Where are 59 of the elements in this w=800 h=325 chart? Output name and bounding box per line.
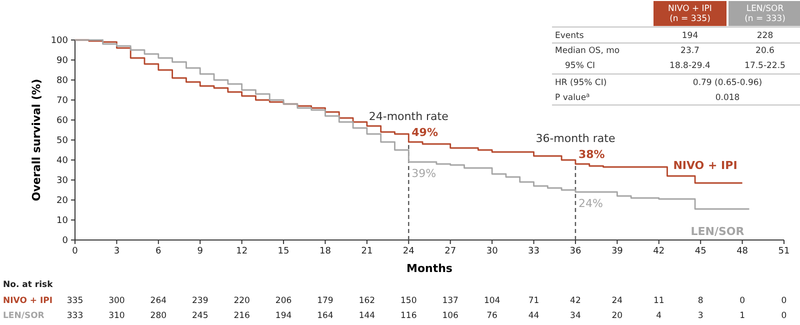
annotation: 18.8-29.4	[670, 61, 710, 71]
x-tick-label: 0	[72, 246, 78, 256]
annotation: 194	[682, 31, 698, 41]
ref-line-label: 24-month rate	[368, 110, 449, 123]
ref-line-label: 36-month rate	[536, 132, 616, 145]
x-tick-label: 39	[611, 246, 624, 256]
x-tick-label: 30	[486, 246, 498, 256]
annotation: 228	[756, 31, 774, 41]
x-axis-title: Months	[406, 262, 453, 275]
text: 333 310 280 245 216 194 164 144 116 106 76 44 34 20 4 3 1 0	[66, 311, 787, 321]
text: No. at risk	[3, 280, 54, 290]
y-tick-label: 70	[56, 96, 68, 106]
x-tick-label: 48	[736, 246, 748, 256]
text: LEN/SOR (n = 333)	[744, 4, 786, 24]
annotation: 0.018	[715, 93, 740, 103]
series-label: NIVO + IPI	[673, 159, 738, 172]
annotation: 0.79 (0.65-0.96)	[692, 78, 762, 88]
y-axis-title: Overall survival (%)	[30, 78, 43, 202]
x-tick-label: 3	[114, 246, 120, 256]
annotation: 20.6	[756, 46, 774, 56]
y-tick-label: 10	[56, 216, 68, 226]
x-tick-label: 33	[528, 246, 540, 256]
text: NIVO + IPI	[3, 296, 53, 306]
annotation: P value$^{a}$	[555, 92, 590, 103]
x-tick-label: 15	[278, 246, 290, 256]
x-tick-label: 21	[361, 246, 373, 256]
text: 335 300 264 239 220 206 179 162 150 137 104 71 42 24 11 8 0 0	[66, 296, 787, 306]
y-tick-label: 80	[56, 76, 68, 86]
text: LEN/SOR	[3, 311, 44, 321]
data-label: 38%	[578, 148, 605, 161]
annotation: HR (95% CI)	[555, 78, 607, 88]
x-tick-label: 51	[778, 246, 790, 256]
y-tick-label: 50	[56, 136, 68, 146]
x-tick-label: 9	[197, 246, 204, 256]
y-tick-label: 40	[56, 156, 68, 166]
x-tick-label: 18	[320, 246, 332, 256]
y-tick-label: 30	[56, 176, 68, 186]
data-label: 39%	[412, 167, 436, 180]
x-tick-label: 27	[444, 246, 456, 256]
text: NIVO + IPI (n = 335)	[668, 4, 712, 24]
annotation: Median OS, mo	[555, 46, 620, 56]
annotation: 95% CI	[565, 61, 596, 71]
y-tick-label: 90	[56, 56, 68, 66]
x-tick-label: 12	[236, 246, 248, 256]
x-tick-label: 42	[653, 246, 665, 256]
x-tick-label: 24	[402, 246, 415, 256]
x-tick-label: 45	[694, 246, 706, 256]
y-tick-label: 0	[62, 236, 68, 246]
annotation: Events	[555, 31, 584, 41]
data-label: 49%	[412, 126, 438, 139]
x-tick-label: 36	[570, 246, 582, 256]
series-label: LEN/SOR	[690, 225, 745, 238]
annotation: 23.7	[680, 46, 700, 56]
annotation: 17.5-22.5	[744, 61, 786, 71]
x-tick-label: 6	[156, 246, 162, 256]
data-label: 24%	[578, 197, 603, 210]
y-tick-label: 20	[56, 196, 68, 206]
y-tick-label: 100	[50, 36, 68, 46]
y-tick-label: 60	[56, 116, 68, 126]
